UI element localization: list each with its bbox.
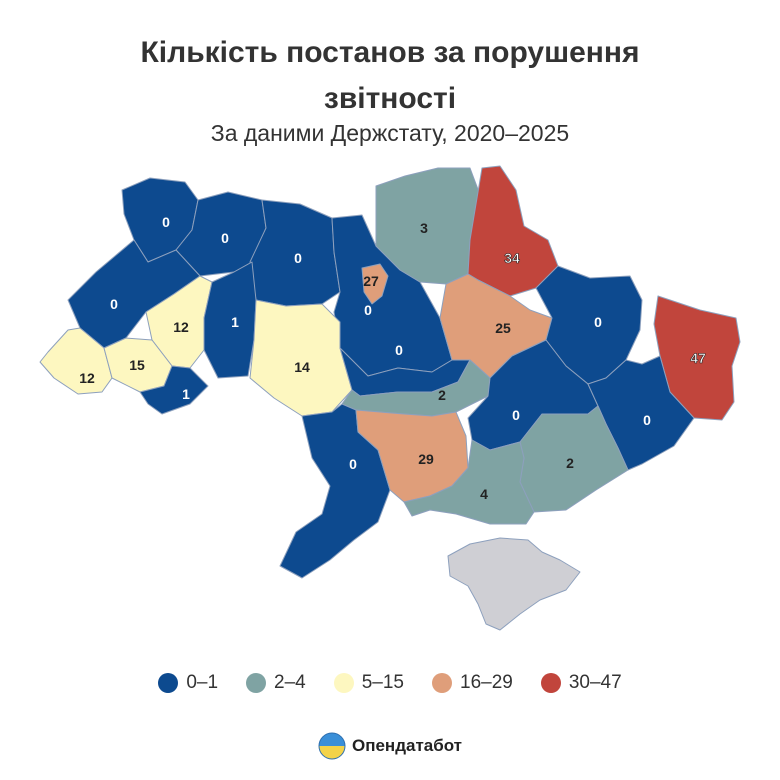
region-value-label: 25: [495, 320, 511, 336]
region-value-label: 14: [294, 359, 310, 375]
region-value-label: 34: [504, 250, 520, 266]
region-value-label: 0: [643, 412, 651, 428]
region-vinnytsia: [249, 299, 353, 417]
region-value-label: 0: [364, 302, 372, 318]
legend: 0–1 2–4 5–15 16–29 30–47: [0, 672, 780, 694]
region-value-label: 2: [438, 387, 446, 403]
legend-item: 2–4: [246, 672, 306, 694]
region-chernivtsi: [139, 365, 209, 415]
legend-label: 5–15: [361, 672, 404, 693]
brand: Опендатабот: [0, 732, 780, 760]
region-value-label: 0: [162, 214, 170, 230]
legend-swatch: [432, 673, 452, 693]
region-odesa: [279, 403, 391, 579]
legend-label: 16–29: [460, 672, 513, 693]
legend-swatch: [333, 673, 354, 693]
region-luhansk: [653, 295, 741, 421]
map-subtitle: За даними Держстату, 2020–2025: [210, 120, 570, 146]
map-title-line-1: Кількість постанов за порушення: [140, 36, 640, 69]
region-value-label: 2: [566, 455, 574, 471]
region-value-label: 15: [129, 357, 145, 373]
legend-swatch: [246, 673, 267, 693]
region-khmelnytskyi: [203, 261, 257, 379]
legend-swatch: [158, 673, 179, 693]
opendatabot-logo-icon: [318, 732, 346, 760]
region-value-label: 12: [79, 370, 95, 386]
region-value-label: 0: [395, 342, 403, 358]
region-value-label: 1: [182, 386, 190, 402]
region-value-label: 0: [110, 296, 118, 312]
region-value-label: 29: [418, 451, 434, 467]
region-kherson: [403, 439, 535, 525]
region-value-label: 0: [512, 407, 520, 423]
region-value-label: 1: [231, 314, 239, 330]
region-value-label: 0: [349, 456, 357, 472]
region-sumy: [467, 165, 559, 297]
legend-label: 30–47: [568, 672, 622, 693]
region-crimea: [447, 537, 581, 631]
region-ternopil: [145, 275, 213, 369]
brand-name: Опендатабот: [351, 736, 463, 755]
legend-label: 2–4: [274, 672, 306, 693]
legend-item: 0–1: [158, 672, 218, 694]
region-value-label: 27: [363, 273, 379, 289]
legend-item: 30–47: [540, 672, 622, 694]
map-title-line-2: звітності: [323, 82, 457, 115]
map-title: Кількість постанов за порушення звітност…: [0, 30, 780, 122]
legend-label: 0–1: [186, 672, 219, 693]
region-value-label: 3: [420, 220, 428, 236]
region-kyiv-city: [361, 263, 389, 305]
region-value-label: 4: [480, 486, 488, 502]
legend-item: 16–29: [432, 672, 513, 694]
region-value-label: 47: [690, 350, 706, 366]
legend-item: 5–15: [333, 672, 404, 694]
legend-swatch: [540, 673, 561, 693]
region-value-label: 0: [594, 314, 602, 330]
region-value-label: 12: [173, 319, 189, 335]
region-value-label: 0: [294, 250, 302, 266]
region-zakarpattia: [39, 327, 113, 395]
region-value-label: 0: [221, 230, 229, 246]
